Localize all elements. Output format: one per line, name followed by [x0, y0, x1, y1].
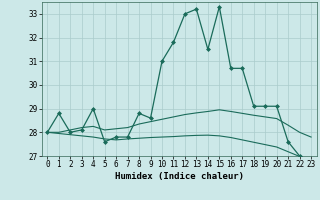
- X-axis label: Humidex (Indice chaleur): Humidex (Indice chaleur): [115, 172, 244, 181]
